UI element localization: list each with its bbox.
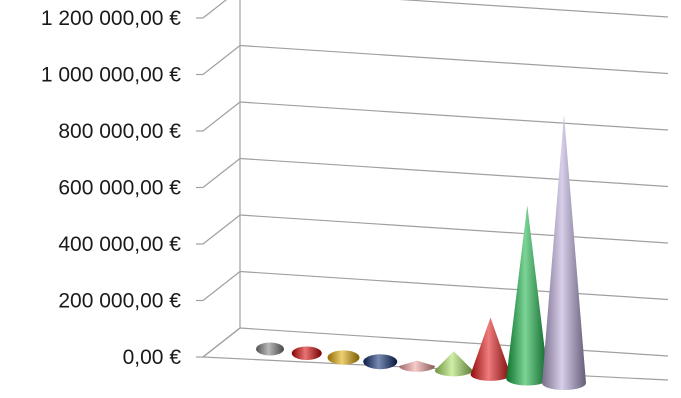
y-tick-label: 1 000 000,00 € [41, 64, 181, 87]
cone-base-1 [256, 342, 284, 356]
cone-body-5 [399, 360, 435, 372]
cone-6 [434, 351, 473, 377]
cone-7 [470, 317, 511, 381]
grid-side-6 [202, 0, 227, 19]
grid-side-2 [202, 214, 241, 245]
cone-body-6 [434, 351, 473, 377]
cone-base-3 [327, 350, 360, 365]
cone-body-8 [506, 205, 549, 386]
cone-base-2 [291, 346, 322, 361]
data-cones [256, 114, 586, 391]
grid-side-4 [202, 101, 241, 132]
grid-back-4 [239, 101, 669, 131]
y-tick-label: 600 000,00 € [58, 177, 181, 200]
cone-base-4 [363, 354, 398, 370]
grid-side-0 [202, 327, 241, 358]
cone-4 [363, 354, 398, 370]
y-tick-label: 0,00 € [123, 346, 182, 369]
grid-back-5 [239, 44, 669, 75]
cone-body-9 [542, 114, 586, 391]
chart-walls [202, 0, 669, 381]
floor-front-edge [202, 356, 669, 381]
gridlines [196, 0, 669, 358]
y-tick-label: 800 000,00 € [58, 120, 181, 143]
grid-side-5 [202, 45, 241, 75]
cone-9 [542, 114, 586, 391]
cone-8 [506, 205, 549, 386]
grid-side-1 [202, 271, 241, 301]
cone-5 [399, 360, 435, 372]
cone-2 [291, 346, 322, 361]
grid-back-3 [239, 157, 669, 188]
grid-back-0 [239, 327, 669, 357]
grid-back-6 [398, 0, 669, 18]
y-tick-label: 200 000,00 € [58, 290, 181, 313]
cone-1 [256, 342, 284, 356]
y-tick-label: 400 000,00 € [58, 233, 181, 256]
grid-back-2 [239, 214, 669, 244]
grid-back-1 [239, 270, 669, 301]
y-tick-label: 1 200 000,00 € [41, 7, 181, 30]
cone-body-7 [470, 317, 511, 381]
grid-side-3 [202, 158, 241, 188]
y-axis-labels: 0,00 € 200 000,00 € 400 000,00 € 600 000,00… [41, 7, 181, 369]
cone-3 [327, 350, 360, 365]
